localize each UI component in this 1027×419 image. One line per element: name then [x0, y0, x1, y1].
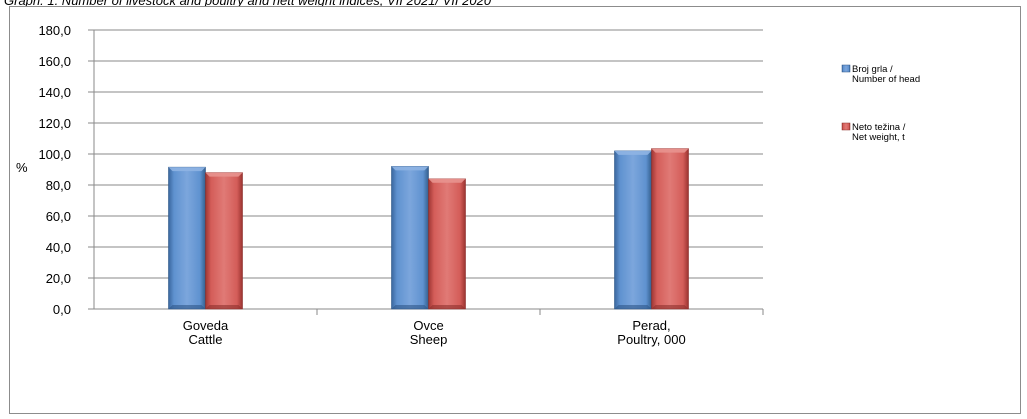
y-tick-label: 180,0 — [38, 23, 71, 38]
bar-bevel — [651, 148, 689, 153]
x-category-label: Cattle — [189, 332, 223, 347]
chart-caption: Graph. 1. Number of livestock and poultr… — [4, 0, 492, 8]
y-tick-label: 100,0 — [38, 147, 71, 162]
y-tick-label: 60,0 — [46, 209, 71, 224]
y-tick-label: 20,0 — [46, 271, 71, 286]
bar-bevel — [205, 305, 243, 309]
bar-bevel — [651, 305, 689, 309]
x-category-label: Sheep — [410, 332, 448, 347]
bar-net-weight — [651, 148, 689, 310]
legend-swatch — [841, 64, 851, 73]
legend-label: Neto težina / — [852, 122, 906, 133]
bar-bevel — [428, 178, 466, 183]
bar-bevel — [168, 167, 206, 172]
bar-net-weight — [205, 172, 243, 310]
y-tick-label: 0,0 — [53, 302, 71, 317]
legend-label: Number of head — [852, 74, 920, 85]
bar-bevel — [428, 305, 466, 309]
bar-bevel — [614, 305, 652, 309]
x-category-label: Poultry, 000 — [617, 332, 685, 347]
y-tick-label: 160,0 — [38, 54, 71, 69]
y-tick-label: 80,0 — [46, 178, 71, 193]
x-category-label: Ovce — [413, 318, 443, 333]
bar-bevel — [614, 150, 652, 155]
bar-bevel — [391, 166, 429, 171]
y-axis-label: % — [16, 160, 28, 175]
bar-bevel — [205, 172, 243, 177]
legend-label: Broj grla / — [852, 64, 893, 75]
x-category-label: Goveda — [183, 318, 229, 333]
y-tick-label: 140,0 — [38, 85, 71, 100]
legend-label: Net weight, t — [852, 132, 905, 143]
bar-number-of-head — [391, 166, 429, 310]
bar-bevel — [391, 305, 429, 309]
bar-number-of-head — [614, 150, 652, 310]
y-tick-label: 40,0 — [46, 240, 71, 255]
y-tick-label: 120,0 — [38, 116, 71, 131]
bar-number-of-head — [168, 166, 206, 310]
bar-bevel — [168, 305, 206, 309]
legend-swatch — [841, 122, 851, 131]
x-category-label: Perad, — [632, 318, 670, 333]
bar-net-weight — [428, 178, 466, 310]
